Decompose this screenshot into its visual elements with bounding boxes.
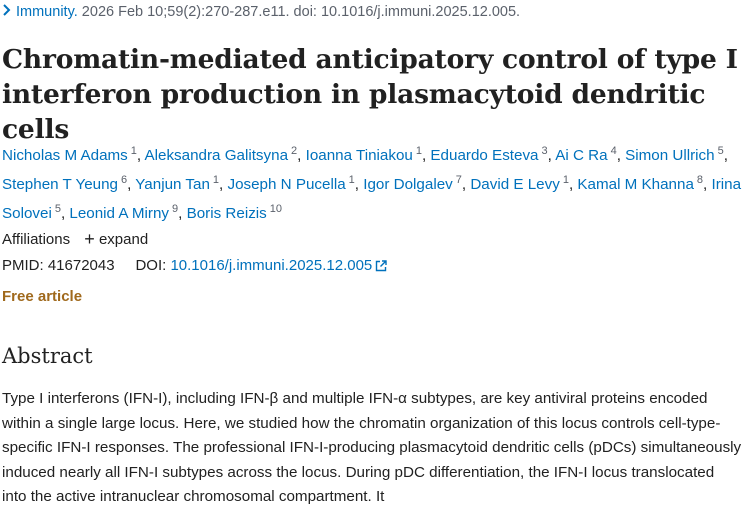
pmid-label: PMID: xyxy=(2,257,44,274)
author-separator: , xyxy=(547,147,556,164)
author-link[interactable]: Simon Ullrich xyxy=(625,147,715,164)
affiliation-number[interactable]: 4 xyxy=(610,145,617,157)
external-link-icon[interactable] xyxy=(375,259,387,276)
affiliation-number[interactable]: 9 xyxy=(172,203,179,215)
affiliation-number[interactable]: 10 xyxy=(269,203,283,215)
abstract-heading: Abstract xyxy=(2,344,93,368)
author-link[interactable]: Kamal M Khanna xyxy=(577,176,694,193)
affiliation-number[interactable]: 1 xyxy=(415,145,422,157)
author-link[interactable]: Eduardo Esteva xyxy=(430,147,539,164)
citation-line: Immunity. 2026 Feb 10;59(2):270-287.e11.… xyxy=(2,4,520,20)
author-separator: , xyxy=(568,176,578,193)
author-link[interactable]: David E Levy xyxy=(470,176,560,193)
affiliation-number[interactable]: 2 xyxy=(291,145,298,157)
affiliation-number[interactable]: 1 xyxy=(212,174,220,186)
plus-icon[interactable]: + xyxy=(84,229,95,249)
citation-details: 2026 Feb 10;59(2):270-287.e11. doi: 10.1… xyxy=(77,4,521,20)
identifiers-row: PMID: 41672043 DOI: 10.1016/j.immuni.202… xyxy=(2,257,387,276)
free-article-badge: Free article xyxy=(2,288,83,305)
author-link[interactable]: Aleksandra Galitsyna xyxy=(144,147,289,164)
affiliation-number[interactable]: 3 xyxy=(541,145,548,157)
abstract-text: Type I interferons (IFN-I), including IF… xyxy=(2,390,742,505)
author-link[interactable]: Joseph N Pucella xyxy=(227,176,346,193)
affiliation-number[interactable]: 8 xyxy=(696,174,704,186)
chevron-right-icon[interactable] xyxy=(2,4,16,20)
author-link[interactable]: Ai C Ra xyxy=(555,147,608,164)
author-link[interactable]: Irina Solovei xyxy=(2,176,742,222)
affiliations-row: Affiliations + expand xyxy=(2,229,148,250)
author-separator: , xyxy=(723,147,728,164)
author-link[interactable]: Stephen T Yeung xyxy=(2,176,118,193)
author-separator: , xyxy=(60,205,70,222)
author-separator: , xyxy=(136,147,145,164)
author-link[interactable]: Boris Reizis xyxy=(186,205,267,222)
author-separator: , xyxy=(703,176,712,193)
expand-link[interactable]: expand xyxy=(98,231,149,248)
author-separator: , xyxy=(297,147,306,164)
affiliation-number[interactable]: 1 xyxy=(562,174,569,186)
affiliation-number[interactable]: 5 xyxy=(54,203,61,215)
affiliation-number[interactable]: 5 xyxy=(717,145,724,157)
author-separator: , xyxy=(219,176,228,193)
author-list: Nicholas M Adams 1, Aleksandra Galitsyna 2… xyxy=(2,139,747,226)
author-separator: , xyxy=(127,176,136,193)
author-separator: , xyxy=(178,205,187,222)
affiliation-number[interactable]: 1 xyxy=(348,174,355,186)
author-separator: , xyxy=(616,147,626,164)
author-separator: , xyxy=(354,176,364,193)
affiliation-number[interactable]: 6 xyxy=(121,174,128,186)
author-separator: , xyxy=(421,147,431,164)
affiliation-number[interactable]: 1 xyxy=(130,145,137,157)
author-link[interactable]: Ioanna Tiniakou xyxy=(305,147,413,164)
journal-link[interactable]: Immunity. xyxy=(16,4,78,20)
author-separator: , xyxy=(461,176,471,193)
author-link[interactable]: Nicholas M Adams xyxy=(2,147,128,164)
author-link[interactable]: Leonid A Mirny xyxy=(69,205,170,222)
author-link[interactable]: Yanjun Tan xyxy=(135,176,210,193)
pmid-value: 41672043 xyxy=(47,257,115,274)
article-title: Chromatin-mediated anticipatory control … xyxy=(2,44,738,145)
doi-label: DOI: xyxy=(135,257,167,274)
affiliation-number[interactable]: 7 xyxy=(455,174,462,186)
affiliations-label: Affiliations xyxy=(2,231,71,248)
doi-link[interactable]: 10.1016/j.immuni.2025.12.005 xyxy=(170,257,373,274)
author-link[interactable]: Igor Dolgalev xyxy=(363,176,453,193)
